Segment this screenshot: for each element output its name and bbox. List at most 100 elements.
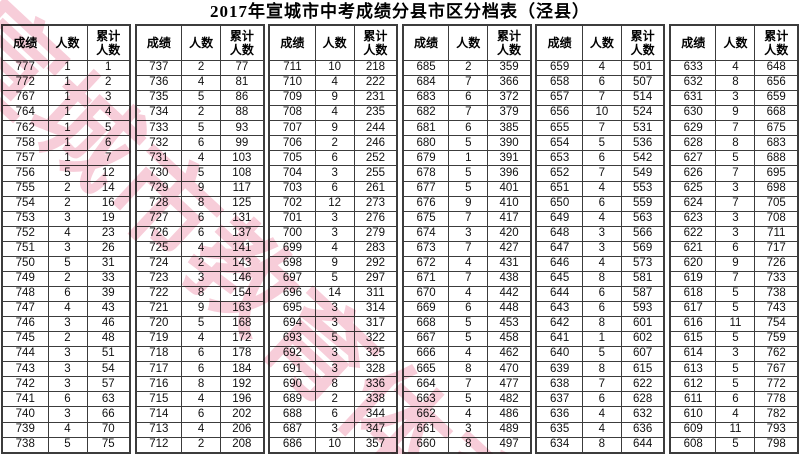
table-row: 738 5 75 — [1, 436, 131, 454]
score-cell: 753 — [1, 210, 49, 227]
table-row: 612 5 772 — [669, 376, 799, 393]
table-row: 741 6 63 — [1, 391, 131, 408]
table-row: 702 12 273 — [268, 195, 398, 212]
table-row: 706 2 246 — [268, 135, 398, 152]
count-cell: 5 — [181, 316, 222, 333]
count-cell: 5 — [715, 376, 756, 393]
score-cell: 670 — [402, 285, 450, 303]
table-row: 725 4 141 — [135, 240, 265, 257]
count-cell: 5 — [715, 331, 756, 348]
score-cell: 685 — [402, 59, 450, 77]
score-cell: 640 — [535, 346, 583, 363]
table-row: 685 2 359 — [402, 59, 532, 77]
table-row: 677 5 401 — [402, 180, 532, 197]
table-row: 693 5 322 — [268, 331, 398, 348]
col-header-score: 成绩 — [135, 24, 183, 61]
table-row: 625 3 698 — [669, 180, 799, 197]
count-cell: 6 — [448, 90, 489, 107]
table-row: 618 5 738 — [669, 285, 799, 303]
count-cell: 4 — [448, 346, 489, 363]
count-cell: 3 — [581, 240, 622, 257]
count-cell: 3 — [314, 165, 355, 182]
score-cell: 662 — [402, 406, 450, 423]
score-cell: 751 — [1, 240, 49, 257]
table-row: 667 5 458 — [402, 331, 532, 348]
cumulative-cell: 536 — [620, 135, 665, 152]
score-cell: 668 — [402, 316, 450, 333]
table-row: 692 3 325 — [268, 346, 398, 363]
table-row: 621 6 717 — [669, 240, 799, 257]
cumulative-cell: 12 — [86, 165, 131, 182]
count-cell: 14 — [314, 285, 355, 303]
score-cell: 636 — [535, 406, 583, 423]
score-cell: 762 — [1, 120, 49, 137]
count-cell: 2 — [181, 59, 222, 77]
table-row: 645 8 581 — [535, 270, 665, 287]
score-cell: 743 — [1, 361, 49, 378]
cumulative-cell: 325 — [353, 346, 398, 363]
score-cell: 660 — [402, 436, 450, 454]
cumulative-cell: 6 — [86, 135, 131, 152]
count-cell: 5 — [448, 180, 489, 197]
count-cell: 5 — [47, 165, 88, 182]
score-cell: 741 — [1, 391, 49, 408]
cumulative-cell: 438 — [487, 270, 532, 287]
table-row: 640 5 607 — [535, 346, 665, 363]
table-row: 701 3 276 — [268, 210, 398, 227]
count-cell: 6 — [581, 285, 622, 303]
score-cell: 656 — [535, 105, 583, 122]
count-cell: 3 — [314, 346, 355, 363]
score-cell: 713 — [135, 421, 183, 438]
count-cell: 7 — [715, 195, 756, 212]
count-cell: 10 — [314, 59, 355, 77]
score-table-group: 成绩 人数 累计人数 633 4 648 632 8 656 631 3 659 630 9 668 6… — [668, 24, 799, 454]
count-cell: 3 — [181, 270, 222, 287]
table-row: 639 8 615 — [535, 361, 665, 378]
count-cell: 2 — [314, 391, 355, 408]
cumulative-cell: 43 — [86, 300, 131, 318]
col-header-cumulative: 累计人数 — [86, 24, 131, 61]
score-cell: 674 — [402, 225, 450, 242]
table-row: 754 2 16 — [1, 195, 131, 212]
table-row: 696 14 311 — [268, 285, 398, 303]
score-cell: 734 — [135, 105, 183, 122]
score-cell: 666 — [402, 346, 450, 363]
cumulative-cell: 396 — [487, 165, 532, 182]
count-cell: 6 — [47, 285, 88, 303]
table-row: 653 6 542 — [535, 150, 665, 167]
score-cell: 688 — [268, 406, 316, 423]
table-row: 679 1 391 — [402, 150, 532, 167]
table-row: 724 2 143 — [135, 255, 265, 272]
count-cell: 5 — [581, 346, 622, 363]
count-cell: 8 — [715, 75, 756, 92]
score-table-group: 成绩 人数 累计人数 711 10 218 710 4 222 709 9 231 708 4 235… — [268, 24, 399, 454]
table-row: 719 4 172 — [135, 331, 265, 348]
cumulative-cell: 628 — [620, 391, 665, 408]
table-row: 711 10 218 — [268, 59, 398, 77]
cumulative-cell: 477 — [487, 376, 532, 393]
score-cell: 694 — [268, 316, 316, 333]
count-cell: 3 — [47, 406, 88, 423]
count-cell: 3 — [47, 316, 88, 333]
cumulative-cell: 711 — [754, 225, 799, 242]
table-row: 671 7 438 — [402, 270, 532, 287]
count-cell: 5 — [181, 120, 222, 137]
cumulative-cell: 507 — [620, 75, 665, 92]
table-row: 732 6 99 — [135, 135, 265, 152]
cumulative-cell: 470 — [487, 361, 532, 378]
cumulative-cell: 385 — [487, 120, 532, 137]
count-cell: 5 — [181, 90, 222, 107]
score-cell: 742 — [1, 376, 49, 393]
score-cell: 678 — [402, 165, 450, 182]
table-row: 704 3 255 — [268, 165, 398, 182]
score-cell: 672 — [402, 255, 450, 272]
count-cell: 8 — [581, 270, 622, 287]
header-row: 成绩 人数 累计人数 — [669, 24, 799, 61]
table-row: 733 5 93 — [135, 120, 265, 137]
cumulative-cell: 549 — [620, 165, 665, 182]
cumulative-cell: 524 — [620, 105, 665, 122]
cumulative-cell: 86 — [220, 90, 265, 107]
count-cell: 8 — [448, 436, 489, 454]
cumulative-cell: 235 — [353, 105, 398, 122]
count-cell: 1 — [47, 90, 88, 107]
